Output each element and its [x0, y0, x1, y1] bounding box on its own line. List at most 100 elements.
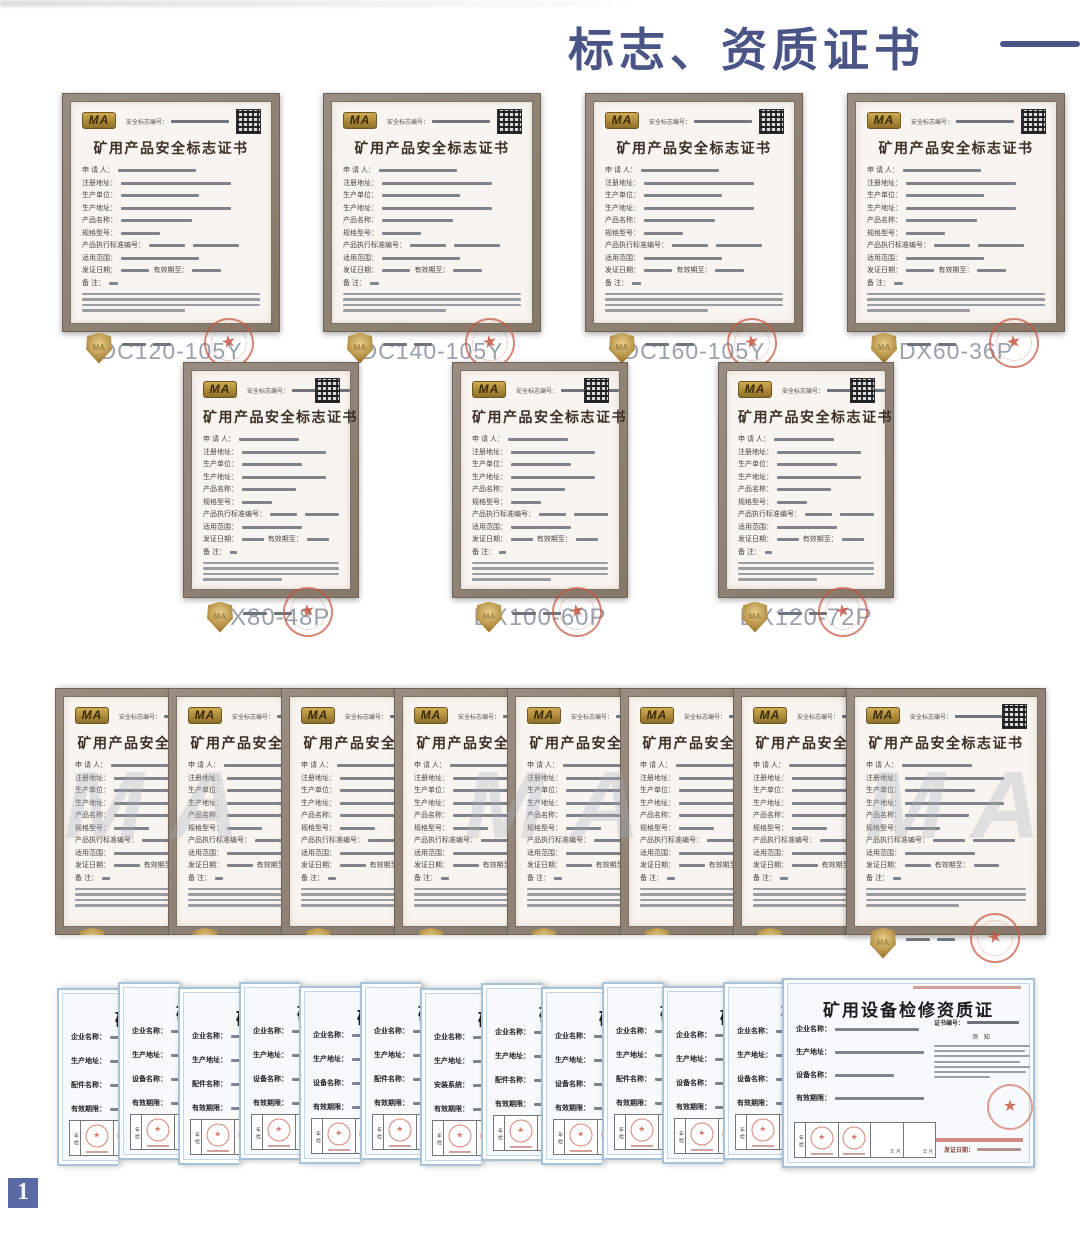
certificate-field-row: 规格型号： [605, 230, 783, 237]
certificate-image: 矿用设备检修资质证 证书编号： 企业名称： 生产地址： 设备名称： 有效期限： 须 知… [782, 978, 1035, 1168]
redacted-text [378, 169, 458, 172]
field-label: 产品名称： [472, 486, 507, 493]
redacted-text [905, 814, 969, 817]
certificate-field-row: 产品名称： [753, 812, 846, 819]
star-icon: ★ [298, 599, 318, 622]
ma-safety-certificate: MA 安全标志编号： 矿用产品安全标志证书 申 请 人： 注册地址： 生产单位： 生产… [507, 688, 620, 935]
certificate-field-row: 设备名称： [132, 1076, 179, 1083]
redacted-text [188, 887, 281, 890]
redacted-text [905, 789, 976, 792]
field-label: 规格型号： [605, 229, 640, 237]
certificate-title: 矿用产品安全标志证书 [868, 735, 1024, 751]
certificate-field-row: 注册地址： [301, 775, 394, 782]
redacted-text [472, 561, 608, 564]
star-icon: ★ [219, 330, 239, 353]
field-label: 产品执行标准编号： [753, 837, 816, 844]
field-label: 备 注： [640, 874, 663, 882]
certificate-field-row: 生产单位： [82, 192, 260, 199]
redacted-text [907, 343, 931, 346]
redacted-text [414, 904, 507, 907]
field-label: 产品执行标准编号： [472, 511, 535, 518]
certificate-paper: MA 安全标志编号： 矿用产品安全标志证书 申 请 人： 注册地址： 生产单位： 生产… [331, 101, 533, 373]
redacted-text [776, 1030, 784, 1033]
redacted-text [644, 181, 755, 185]
certificate-field-row: 企业名称： [495, 1029, 542, 1036]
certificate-field-row: 产品名称： [527, 812, 620, 819]
ma-shield-emblem: MA [476, 601, 502, 633]
annual-inspection-label: 年检 [494, 1116, 505, 1150]
certificate-note-paragraph [188, 882, 281, 907]
field-label: 适用范围： [527, 849, 562, 857]
field-label: 申 请 人： [527, 762, 559, 769]
certificate-field-row: 产品名称： [605, 217, 783, 224]
certificate-field-row: 申 请 人： [738, 436, 874, 443]
red-star-seal: ★ [278, 581, 338, 642]
redacted-text [792, 776, 846, 780]
certificate-header: MA 安全标志编号： [301, 705, 394, 729]
redacted-text [640, 904, 733, 907]
field-label: 规格型号： [343, 229, 378, 237]
certificate-field-row: 备 注： [188, 875, 281, 882]
redacted-text [575, 538, 598, 541]
annual-inspection-label: 年检 [675, 1119, 686, 1153]
field-label: 产品执行标准编号： [75, 837, 138, 844]
certificate-field-row: 备 注： [738, 549, 874, 556]
field-label: 配件名称： [616, 1076, 651, 1083]
annual-inspection-label: 年检 [70, 1121, 81, 1155]
field-label: 有效期至： [536, 536, 572, 543]
redacted-text [414, 893, 507, 896]
field-label: 设备名称： [132, 1076, 167, 1083]
field-label: 发证日期： [640, 862, 675, 869]
field-label: 产品执行标准编号： [527, 837, 590, 844]
certificate-partial: 矿用设备检修资质证 证书编号： 企业名称：生产地址：配件名称：有效期限： 须 知… [178, 987, 239, 1165]
field-label: 生产单位： [203, 461, 238, 468]
certificate-field-row: 产品执行标准编号： [867, 242, 1045, 249]
field-label: 规格型号： [640, 824, 675, 832]
redacted-text [171, 1030, 179, 1033]
field-label: 生产地址： [301, 799, 336, 807]
certificate-paper: MA 安全标志编号： 矿用产品安全标志证书 申 请 人： 注册地址： 生产单位： 生产… [460, 370, 626, 642]
certificate-note-paragraph [640, 882, 733, 907]
certificate-field-row: 生产单位： [605, 192, 783, 199]
certificate-header: MA 安全标志编号： [203, 378, 351, 403]
redacted-text [453, 244, 500, 247]
certificate-field-row: 产品执行标准编号： [82, 242, 260, 249]
redacted-text [453, 776, 507, 780]
notice-lines [934, 1045, 1030, 1079]
redacted-text [938, 343, 956, 346]
qr-code-icon [1021, 109, 1046, 134]
field-label: 有效期至： [821, 862, 846, 869]
redacted-text [905, 826, 941, 830]
star-icon: ★ [456, 1131, 464, 1141]
certificate-field-row: 有效期限： [796, 1095, 924, 1102]
ma-safety-certificate: MA 安全标志编号： 矿用产品安全标志证书 申 请 人： 注册地址： 生产单位： 生产… [718, 362, 894, 642]
certificate-field-row: 企业名称： [192, 1033, 239, 1040]
certificate-field-row: 生产地址： [527, 800, 620, 807]
field-label: 注册地址： [867, 179, 902, 187]
redacted-text [164, 715, 168, 718]
redacted-text [227, 801, 281, 805]
redacted-text [75, 887, 168, 890]
certificate-field-row: 企业名称： [71, 1034, 118, 1041]
signature-marks [907, 343, 956, 346]
redacted-text [413, 1054, 421, 1057]
certificate-field-row: 备 注： [414, 875, 507, 882]
certificate-field-row: 适用范围： [527, 850, 620, 857]
redacted-text [227, 776, 281, 780]
redacted-text [192, 269, 221, 272]
field-label: 备 注： [472, 548, 495, 556]
redacted-text [835, 1051, 924, 1054]
redacted-text [142, 839, 168, 842]
redacted-text [666, 876, 675, 880]
annual-inspection-label: 年检 [373, 1115, 384, 1149]
field-label: 企业名称： [132, 1028, 167, 1035]
certificate-partial: MA 安全标志编号： 矿用产品安全标志证书 申 请 人： 注册地址： 生产单位： 生产… [281, 688, 394, 935]
certificate-field-row: 生产地址： [434, 1058, 481, 1065]
redacted-text [108, 281, 118, 285]
inspection-cell-empty: 年 月 [871, 1123, 904, 1157]
certificate-field-row: 生产地址： [301, 800, 394, 807]
certificate-title: 矿用设备检修资质证 [190, 1005, 239, 1030]
field-label: 产品执行标准编号： [738, 511, 801, 518]
redacted-text [573, 513, 608, 516]
field-label: 产品名称： [738, 486, 773, 493]
